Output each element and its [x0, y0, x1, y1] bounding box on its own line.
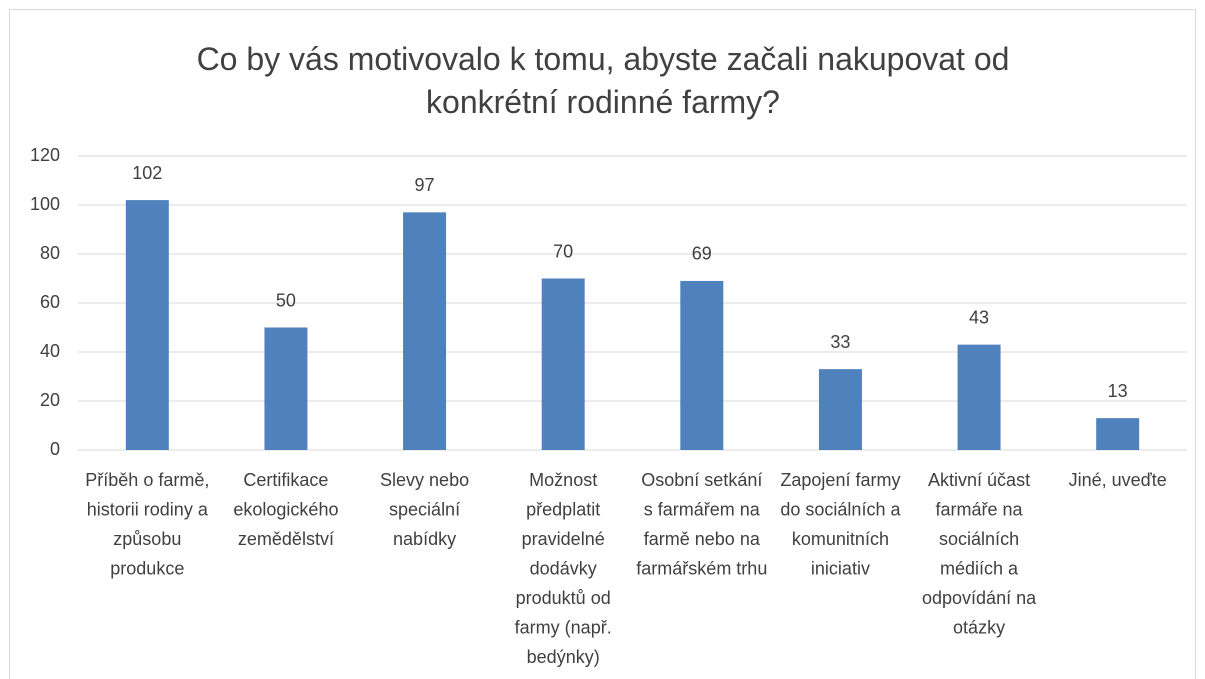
x-tick-label: Jiné, uveďte	[1069, 470, 1167, 490]
y-tick-label: 100	[30, 194, 60, 214]
bar	[541, 278, 585, 450]
data-label: 97	[415, 175, 435, 195]
data-label: 50	[276, 290, 296, 310]
y-tick-label: 20	[40, 390, 60, 410]
x-tick-label: Zapojení farmy do sociálních a komunitních…	[780, 470, 901, 579]
y-tick-label: 60	[40, 292, 60, 312]
data-label: 13	[1108, 381, 1128, 401]
y-tick-label: 120	[30, 145, 60, 165]
chart-border	[9, 9, 1196, 679]
x-tick-label: Certifikace ekologického zemědělství	[233, 470, 338, 549]
data-label: 69	[692, 244, 712, 264]
bar	[1096, 418, 1140, 450]
bar	[125, 200, 169, 450]
bar	[264, 327, 308, 450]
data-label: 33	[830, 332, 850, 352]
bar	[403, 212, 447, 450]
x-tick-label: Aktivní účast farmáře na sociálních médiích…	[922, 470, 1037, 638]
bar	[818, 369, 862, 450]
data-label: 43	[969, 307, 989, 327]
y-tick-label: 40	[40, 341, 60, 361]
data-label: 70	[553, 241, 573, 261]
x-tick-label: Příběh o farmě, historii rodiny a způsobu p…	[85, 470, 209, 579]
y-tick-label: 80	[40, 243, 60, 263]
bar	[957, 344, 1001, 450]
x-tick-label: Slevy nebo speciální nabídky	[380, 470, 469, 549]
x-tick-label: Možnost předplatit pravidelné dodávky produk…	[515, 470, 612, 667]
bar	[680, 280, 724, 450]
chart-title: Co by vás motivovalo k tomu, abyste zača…	[197, 41, 1010, 120]
data-label: 102	[132, 163, 162, 183]
y-tick-label: 0	[50, 439, 60, 459]
x-tick-label: Osobní setkání s farmářem na farmě nebo na…	[636, 470, 767, 579]
